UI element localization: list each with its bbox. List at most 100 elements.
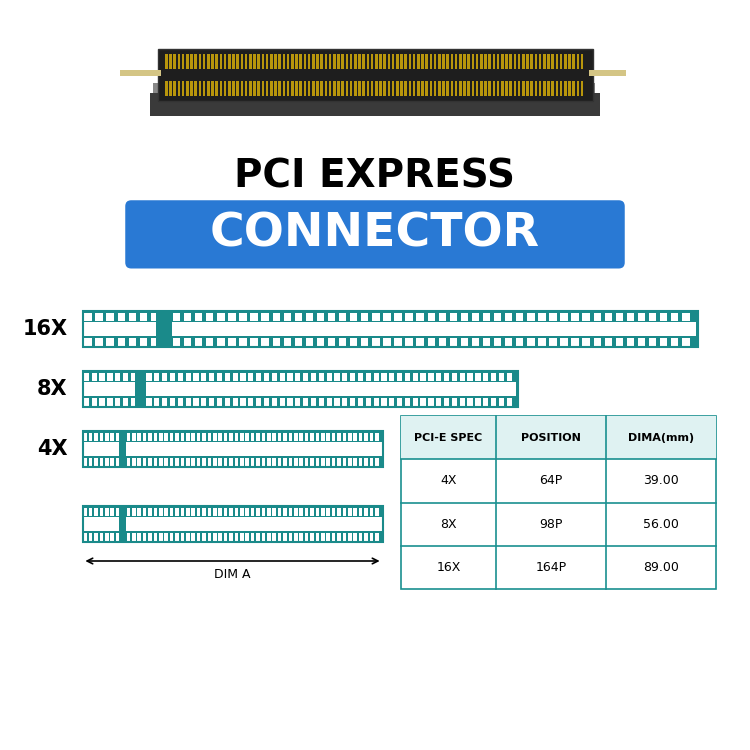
Bar — [294, 458, 298, 466]
Bar — [310, 373, 316, 381]
Bar — [593, 313, 601, 321]
Bar — [127, 508, 130, 516]
Bar — [505, 313, 512, 321]
Bar — [568, 81, 571, 96]
Bar — [264, 373, 269, 381]
Text: PCI EXPRESS: PCI EXPRESS — [235, 158, 515, 195]
Bar — [209, 373, 214, 381]
Text: 89.00: 89.00 — [644, 561, 679, 574]
Bar — [527, 82, 545, 93]
Bar — [660, 313, 668, 321]
Bar — [116, 373, 120, 381]
Bar — [392, 81, 394, 96]
Bar — [182, 81, 184, 96]
Bar — [316, 532, 320, 541]
Bar — [158, 49, 592, 101]
Bar — [248, 398, 254, 406]
Bar — [92, 373, 97, 381]
Bar — [649, 338, 656, 346]
Bar — [428, 373, 433, 381]
Bar — [132, 458, 136, 466]
Bar — [427, 338, 435, 346]
Bar — [370, 458, 374, 466]
Bar — [304, 54, 306, 69]
Bar — [483, 313, 490, 321]
Bar — [105, 458, 109, 466]
Bar — [217, 338, 224, 346]
Bar — [230, 458, 232, 466]
Bar — [123, 373, 128, 381]
Bar — [94, 433, 98, 441]
Bar — [208, 532, 212, 541]
Text: 16X: 16X — [22, 320, 68, 339]
Bar — [283, 81, 285, 96]
Bar — [304, 532, 308, 541]
Text: DIMA(mm): DIMA(mm) — [628, 433, 694, 442]
Bar — [572, 313, 579, 321]
Bar — [194, 373, 199, 381]
Bar — [389, 398, 394, 406]
Bar — [518, 81, 520, 96]
Bar — [380, 81, 382, 96]
Bar — [278, 508, 281, 516]
Bar — [266, 54, 268, 69]
Bar — [310, 508, 314, 516]
Bar — [310, 532, 314, 541]
Bar — [405, 398, 410, 406]
Bar — [142, 532, 146, 541]
Bar — [348, 433, 352, 441]
Bar — [501, 81, 503, 96]
Bar — [84, 322, 696, 337]
Bar — [178, 373, 183, 381]
Bar — [105, 532, 109, 541]
Bar — [604, 313, 612, 321]
Bar — [438, 81, 440, 96]
Bar — [503, 82, 520, 93]
Bar — [328, 54, 332, 69]
Bar — [358, 508, 362, 516]
Bar — [232, 81, 235, 96]
Bar — [346, 81, 348, 96]
Bar — [560, 313, 568, 321]
Bar — [251, 508, 254, 516]
Bar — [130, 373, 136, 381]
FancyBboxPatch shape — [125, 200, 625, 268]
Bar — [310, 458, 314, 466]
Bar — [339, 338, 346, 346]
Bar — [235, 458, 238, 466]
Bar — [148, 458, 152, 466]
Bar — [262, 508, 266, 516]
Bar — [413, 373, 418, 381]
Bar — [123, 398, 128, 406]
Bar — [350, 54, 352, 69]
Bar — [228, 313, 236, 321]
Bar — [83, 442, 382, 457]
Bar — [202, 532, 206, 541]
Bar — [224, 458, 227, 466]
Bar — [450, 338, 457, 346]
Bar — [272, 373, 277, 381]
Bar — [358, 81, 361, 96]
Bar — [251, 532, 254, 541]
Bar — [83, 532, 87, 541]
Bar — [122, 508, 124, 516]
Text: 8X: 8X — [37, 380, 68, 399]
Bar — [530, 81, 533, 96]
Bar — [284, 458, 286, 466]
Bar — [518, 54, 520, 69]
Bar — [560, 338, 568, 346]
Bar — [638, 338, 645, 346]
Bar — [464, 81, 466, 96]
Bar — [116, 458, 119, 466]
Bar — [278, 433, 281, 441]
Bar — [321, 458, 325, 466]
Bar — [213, 458, 217, 466]
Bar — [493, 54, 495, 69]
Text: 4X: 4X — [440, 475, 457, 488]
Text: POSITION: POSITION — [521, 433, 580, 442]
Bar — [343, 532, 346, 541]
Text: 98P: 98P — [539, 518, 562, 530]
Bar — [194, 81, 197, 96]
Bar — [303, 373, 308, 381]
Bar — [514, 54, 516, 69]
